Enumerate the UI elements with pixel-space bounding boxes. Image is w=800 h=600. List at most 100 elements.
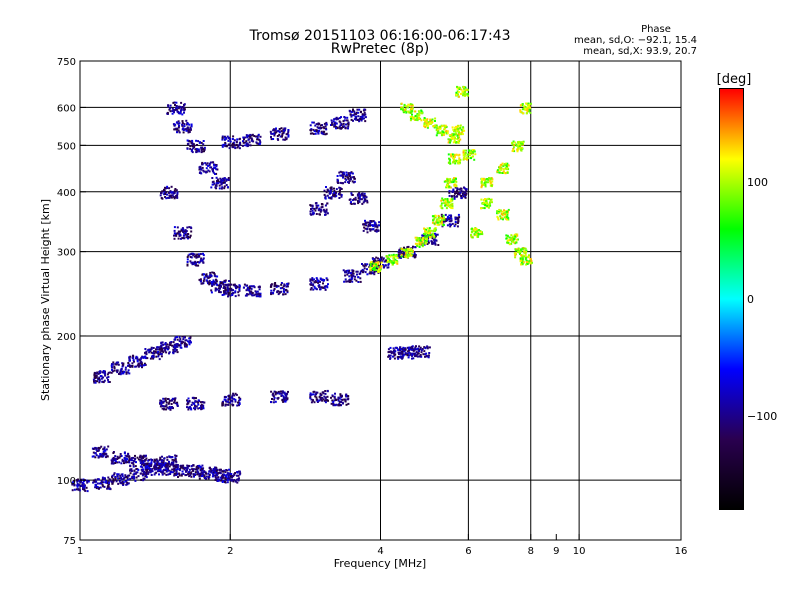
echo-point: [460, 189, 463, 192]
echo-point: [523, 105, 526, 108]
echo-point: [211, 475, 214, 478]
echo-point: [186, 127, 189, 130]
echo-point: [189, 256, 192, 258]
echo-point: [421, 348, 424, 350]
echo-point: [239, 143, 242, 146]
echo-point: [516, 148, 519, 151]
echo-point: [174, 123, 177, 126]
echo-point: [353, 111, 356, 114]
echo-point: [183, 343, 186, 346]
colorbar-tick-label: 100: [747, 176, 768, 189]
echo-point: [92, 378, 95, 381]
echo-point: [417, 114, 420, 117]
echo-point: [441, 225, 444, 228]
echo-point: [463, 93, 466, 96]
echo-point: [416, 236, 418, 239]
echo-point: [516, 248, 519, 251]
echo-point: [402, 109, 405, 112]
echo-point: [162, 408, 165, 411]
echo-point: [512, 146, 515, 149]
echo-point: [345, 270, 348, 272]
echo-point: [462, 158, 465, 161]
echo-point: [505, 164, 508, 167]
echo-point: [309, 397, 312, 400]
colorbar-label: [deg]: [717, 72, 752, 87]
echo-point: [338, 171, 341, 174]
echo-point: [485, 198, 488, 201]
echo-point: [223, 177, 226, 180]
echo-point: [482, 177, 485, 180]
echo-point: [278, 392, 281, 395]
echo-point: [457, 141, 460, 144]
echo-point: [420, 355, 423, 358]
echo-point: [135, 365, 138, 368]
echo-point: [120, 462, 123, 465]
echo-point: [173, 128, 176, 131]
echo-point: [199, 278, 202, 281]
echo-point: [410, 104, 413, 107]
echo-point: [168, 405, 171, 408]
echo-point: [352, 119, 354, 122]
x-tick-label: 2: [227, 546, 233, 557]
echo-point: [357, 276, 360, 279]
echo-point: [138, 364, 141, 367]
echo-point: [129, 477, 132, 480]
echo-point: [274, 393, 277, 396]
echo-point: [197, 471, 200, 474]
echo-point: [235, 144, 238, 146]
echo-point: [485, 200, 488, 202]
echo-point: [415, 351, 418, 354]
echo-point: [161, 455, 163, 458]
echo-point: [441, 132, 444, 135]
echo-point: [194, 400, 197, 403]
echo-point: [270, 284, 273, 287]
echo-point: [137, 475, 140, 478]
echo-point: [513, 241, 516, 244]
echo-point: [135, 468, 138, 470]
echo-point: [121, 372, 124, 375]
echo-point: [344, 398, 347, 401]
echo-point: [197, 255, 200, 258]
echo-point: [338, 197, 341, 199]
echo-point: [193, 396, 196, 399]
echo-point: [168, 187, 171, 190]
echo-point: [445, 130, 448, 133]
echo-point: [146, 467, 149, 469]
echo-point: [342, 402, 344, 405]
echo-point: [521, 104, 524, 107]
echo-point: [487, 181, 490, 184]
echo-point: [278, 128, 281, 130]
echo-point: [448, 191, 451, 194]
echo-point: [457, 191, 460, 194]
echo-point: [96, 486, 99, 488]
echo-point: [333, 118, 336, 121]
echo-point: [458, 193, 461, 196]
echo-point: [116, 475, 119, 478]
echo-point: [187, 408, 190, 411]
echo-point: [448, 161, 450, 164]
echo-point: [161, 473, 164, 476]
echo-point: [232, 289, 234, 292]
echo-point: [386, 261, 389, 264]
echo-point: [480, 181, 483, 183]
echo-point: [333, 187, 335, 190]
echo-point: [140, 468, 143, 471]
echo-point: [452, 161, 454, 164]
echo-point: [437, 126, 439, 129]
echo-point: [529, 111, 532, 114]
echo-point: [412, 245, 414, 248]
echo-point: [187, 129, 190, 132]
echo-point: [519, 109, 522, 112]
echo-point: [145, 471, 148, 474]
echo-point: [167, 473, 170, 476]
echo-point: [84, 489, 87, 492]
echo-point: [436, 132, 439, 135]
echo-point: [247, 289, 250, 292]
echo-point: [197, 140, 200, 143]
echo-point: [447, 141, 450, 144]
echo-point: [274, 400, 277, 403]
echo-point: [139, 459, 142, 462]
echo-point: [270, 283, 273, 286]
echo-point: [401, 356, 404, 359]
echo-point: [426, 227, 429, 230]
